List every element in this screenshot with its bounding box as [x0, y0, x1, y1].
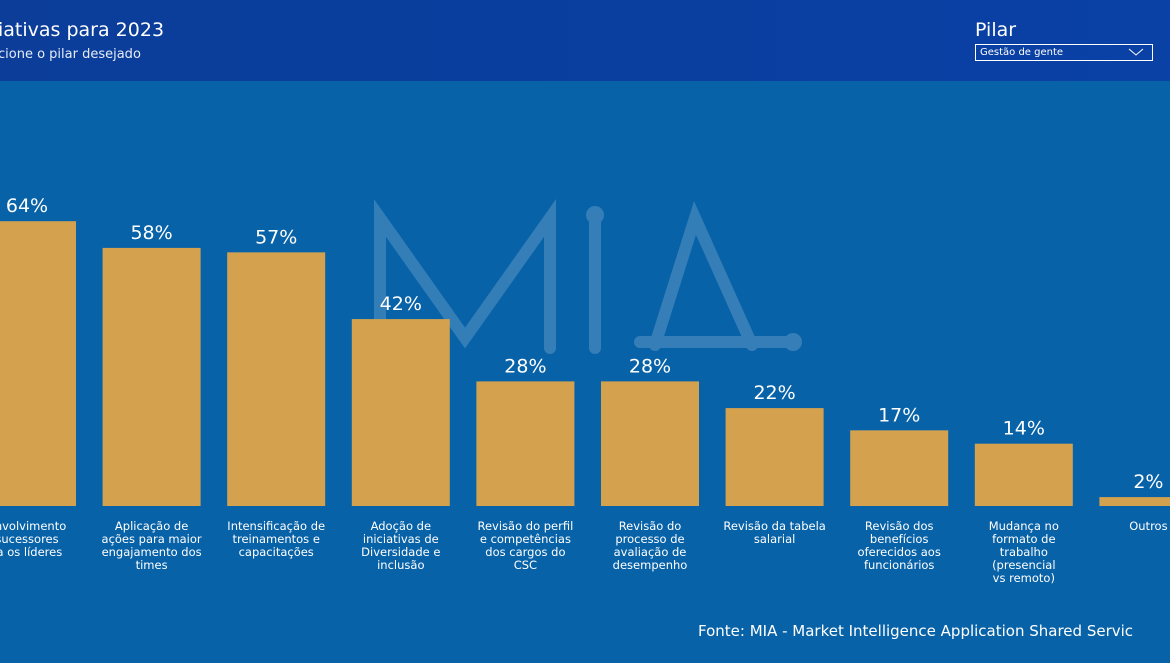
data-label-3: 42% — [380, 293, 422, 315]
data-label-0: 64% — [6, 195, 48, 217]
category-label-5: Revisão do processo de avaliação de desempe… — [613, 519, 688, 572]
category-label-9: Outros — [1129, 519, 1167, 533]
data-label-8: 14% — [1003, 418, 1045, 440]
category-label-1: Aplicação de ações para maior engajamento … — [102, 519, 202, 572]
data-label-9: 2% — [1133, 471, 1163, 493]
data-label-6: 22% — [753, 382, 795, 404]
category-label-8: Mudança no formato de trabalho (presencial v… — [989, 519, 1059, 585]
data-label-4: 28% — [504, 355, 546, 377]
category-label-0: envolvimentosucessoresra os líderes — [0, 519, 66, 559]
bar-1[interactable] — [102, 247, 201, 506]
data-label-1: 58% — [130, 222, 172, 244]
bar-chart: 64% envolvimentosucessoresra os líderes 58… — [0, 195, 1170, 585]
category-label-3: Adoção de iniciativas de Diversidade e incl… — [361, 519, 440, 572]
bar-4[interactable] — [476, 381, 575, 506]
bar-0[interactable] — [0, 221, 76, 506]
pilar-dropdown[interactable]: Gestão de gente — [975, 44, 1153, 61]
chevron-down-icon[interactable] — [1128, 46, 1144, 63]
category-label-4: Revisão do perfil e competências dos cargo… — [477, 519, 573, 572]
pilar-dropdown-value: Gestão de gente — [980, 47, 1064, 58]
data-label-2: 57% — [255, 226, 297, 248]
data-label-7: 17% — [878, 404, 920, 426]
bar-2[interactable] — [227, 252, 326, 506]
data-label-5: 28% — [629, 355, 671, 377]
bar-8[interactable] — [974, 443, 1073, 506]
category-label-7: Revisão dos benefícios oferecidos aos funci… — [858, 519, 941, 572]
bar-9[interactable] — [1099, 497, 1170, 506]
bar-3[interactable] — [351, 319, 450, 506]
bar-7[interactable] — [850, 430, 949, 506]
bar-6[interactable] — [725, 408, 824, 506]
category-label-2: Intensificação de treinamentos e capacitaç… — [227, 519, 325, 559]
page-title: iativas para 2023 — [0, 19, 165, 41]
source-note: Fonte: MIA - Market Intelligence Applica… — [698, 622, 1134, 640]
mia-watermark-logo — [374, 199, 802, 354]
page-subtitle: cione o pilar desejado — [0, 47, 141, 62]
category-label-6: Revisão da tabela salarial — [723, 519, 825, 546]
filter-label: Pilar — [975, 19, 1017, 41]
header-bar: iativas para 2023 cione o pilar desejado… — [0, 0, 1170, 81]
bar-5[interactable] — [601, 381, 699, 506]
